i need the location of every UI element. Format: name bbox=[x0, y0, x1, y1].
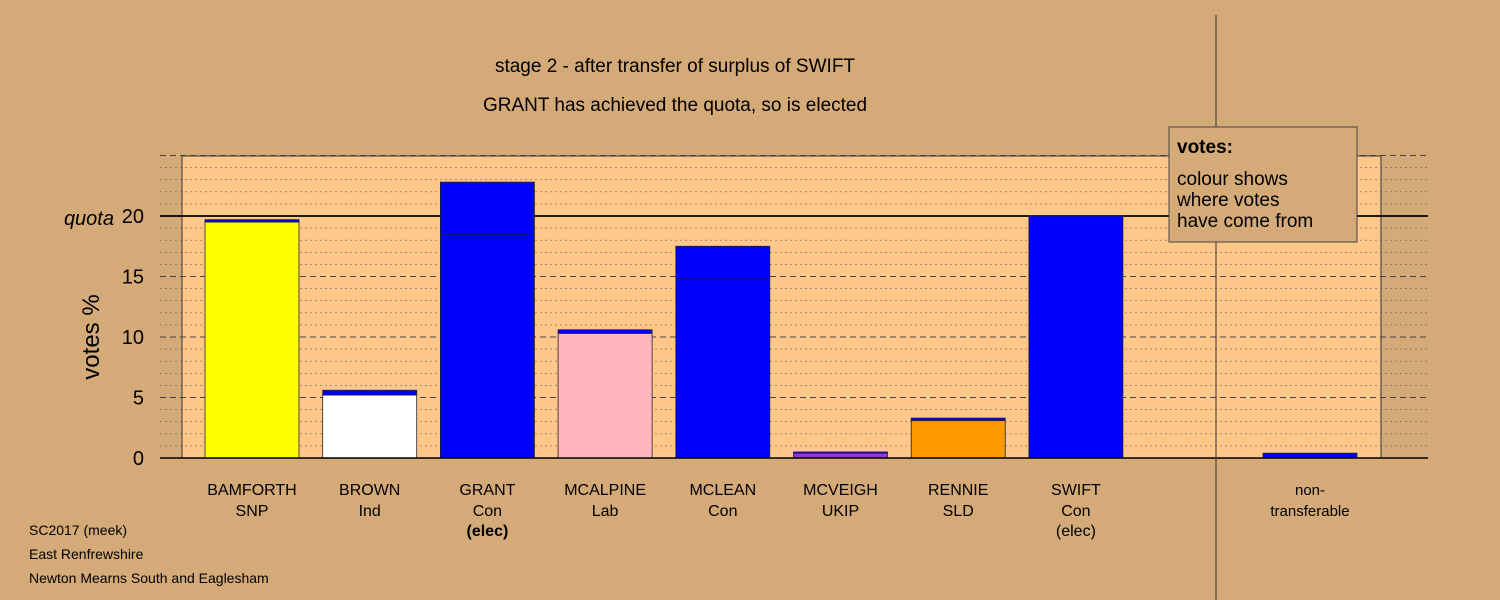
y-axis-label: votes % bbox=[78, 294, 105, 379]
legend-title: votes: bbox=[1177, 137, 1233, 158]
bar-base bbox=[557, 332, 653, 459]
x-label-party: Con bbox=[708, 503, 737, 520]
chart-subtitle: GRANT has achieved the quota, so is elec… bbox=[483, 95, 867, 116]
footer-council: East Renfrewshire bbox=[29, 546, 144, 562]
legend-box bbox=[1168, 126, 1358, 243]
y-tick-label: 15 bbox=[122, 267, 144, 289]
x-label-status: (elec) bbox=[1056, 523, 1096, 540]
chart-title: stage 2 - after transfer of surplus of S… bbox=[495, 56, 855, 77]
x-label-name: SWIFT bbox=[1051, 482, 1101, 499]
legend-line-1: colour shows bbox=[1177, 169, 1288, 190]
x-label-name: BROWN bbox=[339, 482, 400, 499]
x-label-party: Lab bbox=[592, 503, 619, 520]
x-label-name: MCVEIGH bbox=[803, 482, 878, 499]
x-label-party: Con bbox=[473, 503, 502, 520]
x-label-name: MCLEAN bbox=[689, 482, 756, 499]
bar-transfer bbox=[322, 389, 418, 396]
bar-base bbox=[204, 221, 300, 459]
x-label-status: (elec) bbox=[467, 523, 509, 540]
bar-base bbox=[1028, 215, 1124, 459]
x-label-name: RENNIE bbox=[928, 482, 988, 499]
footer-ward: Newton Mearns South and Eaglesham bbox=[29, 570, 269, 586]
bars bbox=[204, 181, 1358, 459]
bar-base bbox=[322, 394, 418, 459]
bar-transfer bbox=[439, 181, 535, 235]
y-ticks: 0 5 10 15 20 bbox=[122, 206, 144, 470]
bar-transfer bbox=[910, 417, 1006, 421]
bar-transfer bbox=[793, 451, 888, 454]
x-label-party: Ind bbox=[359, 503, 381, 520]
legend-line-2: where votes bbox=[1176, 190, 1279, 211]
x-label-name: GRANT bbox=[459, 482, 515, 499]
x-label-name: MCALPINE bbox=[564, 482, 646, 499]
quota-label: quota bbox=[64, 208, 114, 230]
bar-base bbox=[675, 278, 771, 459]
y-tick-label: 5 bbox=[133, 388, 144, 410]
y-tick-label: 0 bbox=[133, 448, 144, 470]
bar-base bbox=[910, 420, 1006, 459]
bar-base bbox=[439, 233, 535, 459]
x-labels: BAMFORTH SNP BROWN Ind GRANT Con (elec) MCALPIN… bbox=[207, 482, 1349, 540]
x-label-party: UKIP bbox=[822, 503, 859, 520]
x-label-name: BAMFORTH bbox=[207, 482, 296, 499]
x-label-party: SLD bbox=[943, 503, 974, 520]
x-label-party: SNP bbox=[236, 503, 269, 520]
x-label-nontransferable-1: non- bbox=[1295, 482, 1325, 499]
x-label-nontransferable-2: transferable bbox=[1270, 503, 1349, 520]
y-tick-label: 10 bbox=[122, 327, 144, 349]
y-tick-label: 20 bbox=[122, 206, 144, 228]
x-label-party: Con bbox=[1061, 503, 1090, 520]
bar-transfer bbox=[675, 245, 771, 280]
bar-transfer bbox=[557, 329, 653, 334]
bar-transfer bbox=[204, 219, 300, 223]
legend: votes: colour shows where votes have com… bbox=[1168, 126, 1358, 243]
legend-line-3: have come from bbox=[1177, 211, 1313, 232]
footer-election: SC2017 (meek) bbox=[29, 522, 128, 538]
